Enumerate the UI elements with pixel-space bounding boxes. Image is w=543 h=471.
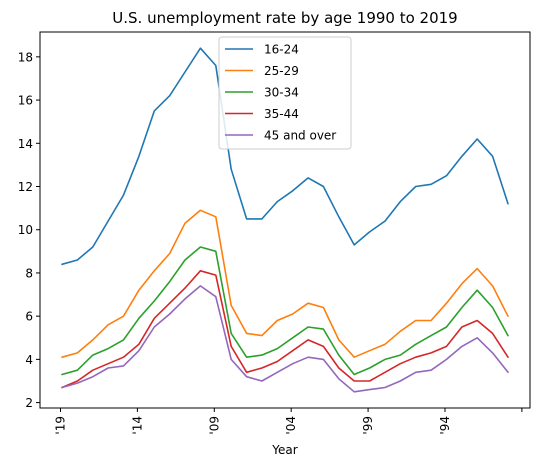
x-tick-label: '09 <box>207 416 221 435</box>
y-tick-label: 18 <box>18 50 33 64</box>
x-tick-label: '94 <box>438 416 452 435</box>
y-tick-label: 14 <box>18 137 33 151</box>
legend-label: 35-44 <box>264 107 299 121</box>
y-tick-label: 2 <box>25 396 33 410</box>
x-tick-label: '99 <box>361 416 375 435</box>
legend: 16-24 25-29 30-34 35-44 45 and over <box>219 37 351 149</box>
x-tick-label: '19 <box>54 416 68 435</box>
y-tick-label: 6 <box>25 310 33 324</box>
y-tick-label: 8 <box>25 266 33 280</box>
legend-label: 30-34 <box>264 86 299 100</box>
legend-label: 16-24 <box>264 43 299 57</box>
chart-title: U.S. unemployment rate by age 1990 to 20… <box>112 9 457 27</box>
x-axis-label: Year <box>271 443 297 457</box>
x-tick-label: '14 <box>130 416 144 435</box>
y-tick-label: 16 <box>18 94 33 108</box>
legend-label: 25-29 <box>264 64 299 78</box>
y-tick-label: 4 <box>25 353 33 367</box>
legend-label: 45 and over <box>264 129 336 143</box>
x-tick-label: '04 <box>284 416 298 435</box>
y-tick-label: 10 <box>18 223 33 237</box>
y-tick-label: 12 <box>18 180 33 194</box>
